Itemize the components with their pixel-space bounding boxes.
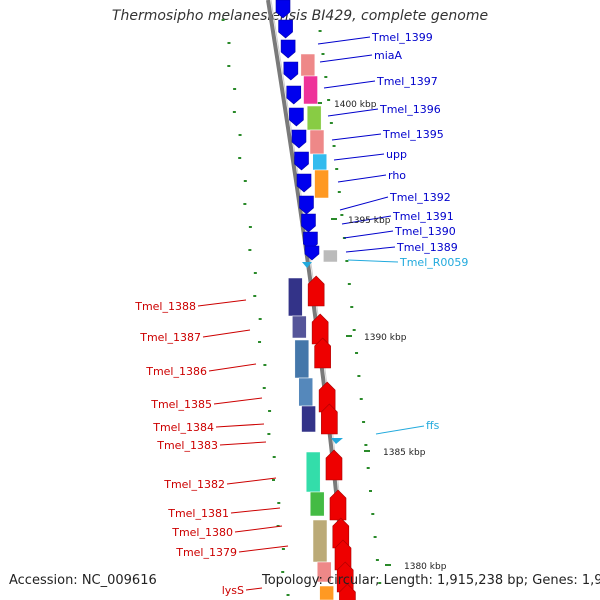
gene-label-tmel-1379[interactable]: Tmel_1379 [175, 546, 237, 559]
red-gene-arrow[interactable] [329, 489, 347, 521]
gene-label-tmel-1397[interactable]: Tmel_1397 [376, 75, 438, 88]
blue-gene-arrow[interactable] [278, 19, 293, 39]
rna-marker-ffs[interactable] [331, 438, 343, 444]
label-connector [317, 36, 371, 45]
gene-label-tmel-1385[interactable]: Tmel_1385 [150, 398, 212, 411]
cog-box [309, 129, 325, 155]
rna-label-ffs[interactable]: ffs [426, 419, 440, 432]
gene-label-rho[interactable]: rho [388, 169, 406, 182]
gene-label-tmel-1399[interactable]: Tmel_1399 [371, 31, 433, 44]
cog-boxes [288, 53, 338, 600]
label-connector [375, 425, 425, 435]
gene-label-tmel-1386[interactable]: Tmel_1386 [145, 365, 207, 378]
cog-box [288, 277, 303, 317]
kbp-ticks [221, 19, 391, 596]
label-connector [208, 363, 257, 372]
label-connector [333, 153, 385, 161]
red-gene-arrow[interactable] [339, 583, 356, 600]
label-connector [337, 174, 387, 183]
label-connector [319, 54, 373, 63]
label-connector [215, 423, 265, 428]
label-connector [331, 133, 382, 141]
gene-label-tmel-1391[interactable]: Tmel_1391 [392, 210, 454, 223]
blue-gene-arrow[interactable] [291, 129, 307, 149]
cog-box [316, 561, 332, 583]
label-connector [230, 507, 281, 514]
rna-marker-tmel-r0059[interactable] [302, 262, 312, 268]
gene-arrows [275, 0, 356, 600]
kbp-label-1385: 1385 kbp [383, 448, 426, 458]
label-connector [339, 196, 389, 211]
gene-label-tmel-1387[interactable]: Tmel_1387 [139, 331, 201, 344]
cog-box [323, 249, 338, 263]
label-connector [347, 259, 399, 263]
cog-box [300, 53, 316, 77]
kbp-label-1380: 1380 kbp [404, 562, 447, 572]
label-connector [323, 80, 376, 89]
cog-box [298, 377, 313, 407]
cog-box [303, 75, 318, 105]
blue-gene-arrow[interactable] [294, 151, 309, 171]
cog-box [301, 405, 316, 433]
label-connector [345, 246, 396, 253]
rna-label-tmel-r0059[interactable]: Tmel_R0059 [399, 256, 468, 269]
blue-gene-arrow[interactable] [286, 85, 302, 105]
gene-label-tmel-1392[interactable]: Tmel_1392 [389, 191, 451, 204]
cog-box [294, 339, 310, 379]
label-connector [202, 329, 251, 338]
accession-text: Accession: NC_009616 [9, 573, 157, 588]
label-connector [343, 230, 394, 239]
red-gene-arrow[interactable] [321, 403, 338, 435]
cog-box [312, 519, 328, 563]
blue-gene-arrow[interactable] [289, 107, 304, 127]
label-connector [234, 525, 283, 533]
cog-box [319, 585, 334, 600]
kbp-label-1400: 1400 kbp [334, 100, 377, 110]
gene-label-tmel-1395[interactable]: Tmel_1395 [382, 128, 444, 141]
blue-gene-arrow[interactable] [299, 195, 314, 215]
gene-label-tmel-1389[interactable]: Tmel_1389 [396, 241, 458, 254]
gene-label-tmel-1390[interactable]: Tmel_1390 [394, 225, 456, 238]
label-connector [213, 397, 263, 405]
red-gene-arrow[interactable] [307, 275, 325, 307]
label-connector [219, 441, 267, 446]
gene-label-lyss[interactable]: lysS [222, 584, 244, 597]
blue-gene-arrow[interactable] [296, 173, 312, 193]
label-connector [341, 215, 392, 225]
label-connector [327, 108, 379, 117]
gene-label-tmel-1388[interactable]: Tmel_1388 [134, 300, 196, 313]
blue-gene-arrow[interactable] [304, 245, 320, 261]
cog-box [312, 153, 327, 171]
cog-box [309, 491, 325, 517]
gene-label-tmel-1383[interactable]: Tmel_1383 [156, 439, 218, 452]
gene-label-tmel-1381[interactable]: Tmel_1381 [167, 507, 229, 520]
gene-label-miaa[interactable]: miaA [374, 49, 403, 62]
cog-box [305, 451, 321, 493]
kbp-label-1395: 1395 kbp [348, 216, 391, 226]
label-connector [197, 299, 247, 307]
label-connector [245, 587, 263, 591]
blue-gene-arrow[interactable] [280, 39, 296, 59]
topology-text: Topology: circular; Length: 1,915,238 bp… [262, 573, 600, 588]
label-connectors [197, 36, 425, 591]
red-gene-arrow[interactable] [325, 449, 343, 481]
blue-gene-arrow[interactable] [301, 213, 316, 233]
gene-label-tmel-1384[interactable]: Tmel_1384 [152, 421, 214, 434]
cog-box [292, 315, 307, 339]
kbp-label-1390: 1390 kbp [364, 333, 407, 343]
gene-label-tmel-1396[interactable]: Tmel_1396 [379, 103, 441, 116]
gene-label-tmel-1380[interactable]: Tmel_1380 [171, 526, 233, 539]
label-connector [226, 477, 277, 485]
red-gene-arrow[interactable] [314, 337, 331, 369]
cog-box [314, 169, 329, 199]
gene-label-tmel-1382[interactable]: Tmel_1382 [163, 478, 225, 491]
map-title: Thermosipho melanesiensis BI429, complet… [111, 8, 489, 24]
label-connector [238, 545, 289, 553]
cog-box [306, 105, 322, 131]
blue-gene-arrow[interactable] [283, 61, 299, 81]
gene-label-upp[interactable]: upp [386, 148, 407, 161]
blue-gene-arrow[interactable] [275, 0, 291, 19]
